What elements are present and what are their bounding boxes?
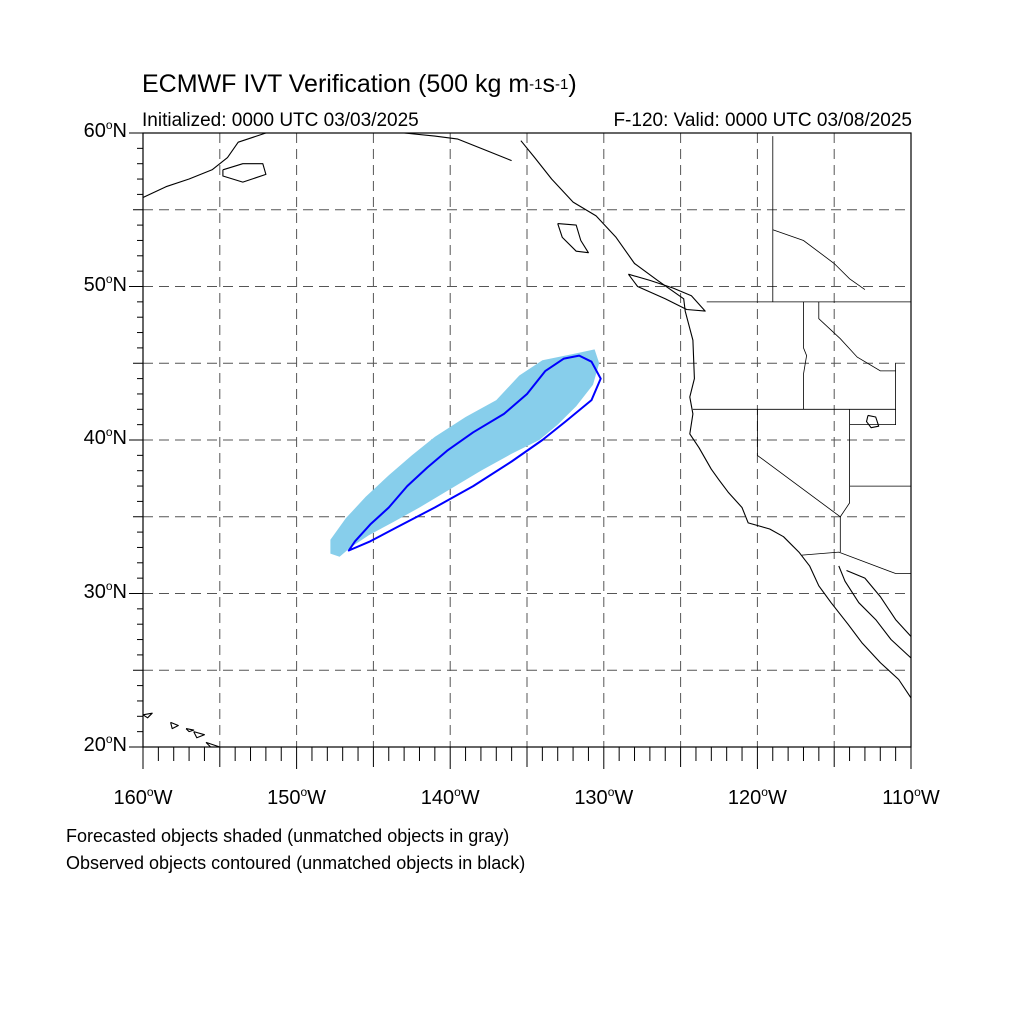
axis-ticks — [129, 132, 912, 769]
hawaii-island — [170, 721, 179, 730]
footnote-observed: Observed objects contoured (unmatched ob… — [66, 853, 526, 873]
lat-label: 30oN — [83, 578, 127, 603]
political-border — [757, 409, 841, 518]
political-border — [801, 551, 911, 574]
land-outlines — [142, 132, 912, 748]
alaska-coastline — [142, 132, 267, 198]
lat-label: 60oN — [83, 118, 127, 142]
lon-label: 120oW — [727, 785, 787, 809]
map-title: ECMWF IVT Verification (500 kg m-1s-1) — [142, 70, 577, 98]
political-border — [839, 409, 850, 553]
lon-label: 140oW — [420, 785, 480, 809]
gulf-of-california-west — [838, 565, 912, 659]
valid-time: F-120: Valid: 0000 UTC 03/08/2025 — [613, 110, 912, 131]
lon-label: 110oW — [882, 785, 940, 809]
map-frame — [142, 132, 912, 748]
initialized-time: Initialized: 0000 UTC 03/03/2025 — [142, 110, 419, 131]
hawaii-island — [185, 728, 195, 733]
lat-label: 40oN — [83, 425, 127, 449]
lat-lon-grid — [143, 133, 911, 747]
vancouver-island — [627, 273, 706, 312]
kodiak-island — [222, 163, 267, 183]
coastline — [520, 140, 912, 699]
gulf-of-california-east — [846, 569, 912, 637]
hawaii-island — [142, 712, 153, 719]
forecast-ivt-object — [330, 349, 600, 557]
lat-label: 50oN — [83, 271, 127, 296]
political-border — [772, 229, 866, 290]
lon-label: 130oW — [574, 785, 634, 809]
great-salt-lake — [865, 414, 880, 429]
footnote-forecast: Forecasted objects shaded (unmatched obj… — [66, 826, 510, 846]
haida-gwaii — [557, 223, 589, 254]
political-border — [803, 301, 808, 410]
lon-label: 160oW — [113, 785, 173, 809]
hawaii-island — [193, 731, 205, 739]
observed-ivt-contour — [347, 354, 602, 552]
political-border — [849, 363, 896, 426]
lon-label: 150oW — [267, 785, 327, 809]
political-border — [818, 301, 896, 372]
ivt-objects — [330, 349, 602, 557]
lat-label: 20oN — [83, 732, 127, 756]
